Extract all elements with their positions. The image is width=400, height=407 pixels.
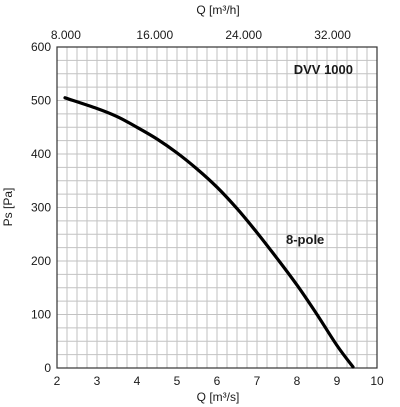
top-x-tick-label: 16.000: [136, 28, 173, 42]
plot-frame: [56, 46, 378, 369]
y-tick-label: 100: [31, 308, 51, 322]
chart-title: DVV 1000: [294, 62, 353, 77]
top-x-tick-label: 24.000: [225, 28, 262, 42]
y-tick-label: 200: [31, 254, 51, 268]
series-label-8-pole: 8-pole: [286, 232, 324, 247]
y-tick-label: 400: [31, 147, 51, 161]
top-x-axis-title: Q [m³/h]: [196, 3, 239, 17]
top-x-tick-label: 8.000: [51, 28, 81, 42]
x-axis-title: Q [m³/s]: [197, 390, 240, 404]
y-tick-label: 500: [31, 94, 51, 108]
x-tick-label: 7: [254, 374, 261, 388]
y-tick-label: 300: [31, 201, 51, 215]
x-tick-label: 10: [370, 374, 384, 388]
x-tick-label: 2: [54, 374, 61, 388]
x-tick-label: 3: [94, 374, 101, 388]
x-tick-label: 8: [294, 374, 301, 388]
grid-lines: [56, 46, 378, 369]
y-axis-title: Ps [Pa]: [1, 188, 15, 227]
series-line-8-pole: [63, 96, 355, 369]
y-tick-labels: 0 100 200 300 400 500 600: [31, 40, 51, 375]
top-x-tick-label: 32.000: [314, 28, 351, 42]
x-tick-label: 4: [134, 374, 141, 388]
x-tick-labels: 2 3 4 5 6 7 8 9 10: [54, 374, 384, 388]
y-tick-label: 600: [31, 40, 51, 54]
x-tick-label: 9: [334, 374, 341, 388]
y-tick-label: 0: [44, 361, 51, 375]
x-tick-label: 5: [174, 374, 181, 388]
top-x-tick-labels: 8.000 16.000 24.000 32.000: [51, 28, 351, 42]
x-tick-label: 6: [214, 374, 221, 388]
